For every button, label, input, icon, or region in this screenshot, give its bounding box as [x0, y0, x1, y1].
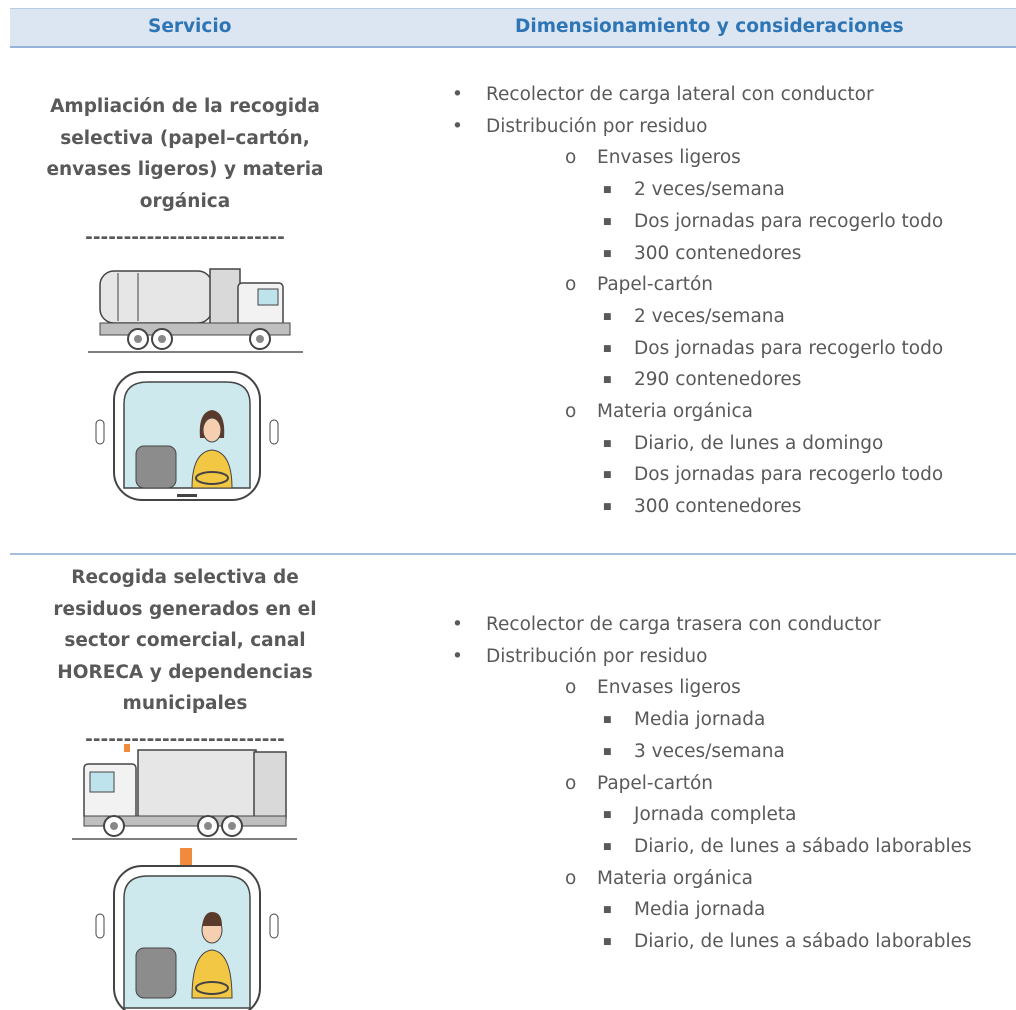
- bullet: ■: [603, 216, 612, 227]
- bullet: •: [452, 84, 463, 105]
- list-item: 300 contenedores: [634, 242, 802, 264]
- header-details: Dimensionamiento y consideraciones: [515, 16, 904, 37]
- list-item: 2 veces/semana: [634, 305, 785, 327]
- bullet: o: [565, 147, 577, 169]
- bullet: ■: [603, 375, 612, 386]
- list-item: Recolector de carga trasera con conducto…: [486, 614, 881, 635]
- male-driver: [95, 848, 279, 1010]
- bullet: ■: [603, 311, 612, 322]
- bullet: ■: [603, 746, 612, 757]
- bullet: ■: [603, 248, 612, 259]
- row-separator: [10, 553, 1016, 555]
- list-item: 290 contenedores: [634, 369, 802, 391]
- service-line: Recogida selectiva de: [71, 567, 299, 588]
- bullet: ■: [603, 937, 612, 947]
- bullet: ■: [603, 343, 612, 354]
- bullet: o: [565, 401, 577, 422]
- divider: --------------------------: [85, 227, 285, 248]
- divider: --------------------------: [85, 729, 285, 750]
- bullet: •: [452, 645, 463, 667]
- service-line: residuos generados en el: [53, 598, 317, 620]
- bullet: ■: [603, 810, 612, 821]
- list-item: Envases ligeros: [597, 147, 741, 169]
- service-line: Ampliación de la recogida: [50, 96, 320, 117]
- list-item: Papel-cartón: [597, 274, 714, 296]
- list-item: Distribución por residuo: [486, 645, 708, 667]
- service-line: municipales: [122, 693, 248, 715]
- list-item: Papel-cartón: [597, 772, 714, 794]
- list-item: Media jornada: [634, 899, 766, 921]
- header-bar: [10, 8, 1016, 48]
- bullet: •: [452, 614, 463, 635]
- bullet: o: [565, 867, 577, 889]
- list-item: Diario, de lunes a sábado laborables: [634, 835, 972, 857]
- list-item: Distribución por residuo: [486, 115, 708, 137]
- list-item: 300 contenedores: [634, 496, 802, 518]
- bullet: o: [565, 772, 577, 794]
- side-loader-truck: [88, 268, 303, 353]
- service-line: orgánica: [139, 190, 231, 212]
- bullet: ■: [603, 905, 612, 916]
- list-item: Dos jornadas para recogerlo todo: [634, 210, 944, 232]
- bullet: ■: [603, 502, 612, 513]
- list-item: 2 veces/semana: [634, 179, 785, 201]
- list-item: Materia orgánica: [597, 867, 753, 889]
- female-driver: [95, 371, 279, 501]
- bullet: o: [565, 677, 577, 699]
- service-line: sector comercial, canal: [64, 630, 306, 652]
- bullet: •: [452, 115, 463, 137]
- list-item: Envases ligeros: [597, 677, 741, 699]
- bullet: ■: [603, 715, 612, 726]
- bullet: ■: [603, 185, 612, 196]
- service-line: HORECA y dependencias: [57, 661, 313, 683]
- list-item: Materia orgánica: [597, 401, 753, 422]
- bullet: ■: [603, 470, 612, 481]
- list-item: Diario, de lunes a domingo: [634, 432, 884, 454]
- service-line: envases ligeros) y materia: [46, 159, 324, 181]
- header-service: Servicio: [148, 16, 232, 37]
- bullet: ■: [603, 438, 612, 449]
- list-item: 3 veces/semana: [634, 740, 785, 762]
- service-line: selectiva (papel–cartón,: [60, 127, 310, 149]
- list-item: Dos jornadas para recogerlo todo: [634, 337, 944, 359]
- list-item: Recolector de carga lateral con conducto…: [486, 84, 874, 105]
- rear-loader-truck: [72, 744, 297, 840]
- bullet: o: [565, 274, 577, 296]
- bullet: ■: [603, 841, 612, 852]
- list-item: Diario, de lunes a sábado laborables: [634, 931, 972, 952]
- list-item: Media jornada: [634, 709, 766, 731]
- list-item: Dos jornadas para recogerlo todo: [634, 464, 944, 486]
- list-item: Jornada completa: [634, 804, 797, 826]
